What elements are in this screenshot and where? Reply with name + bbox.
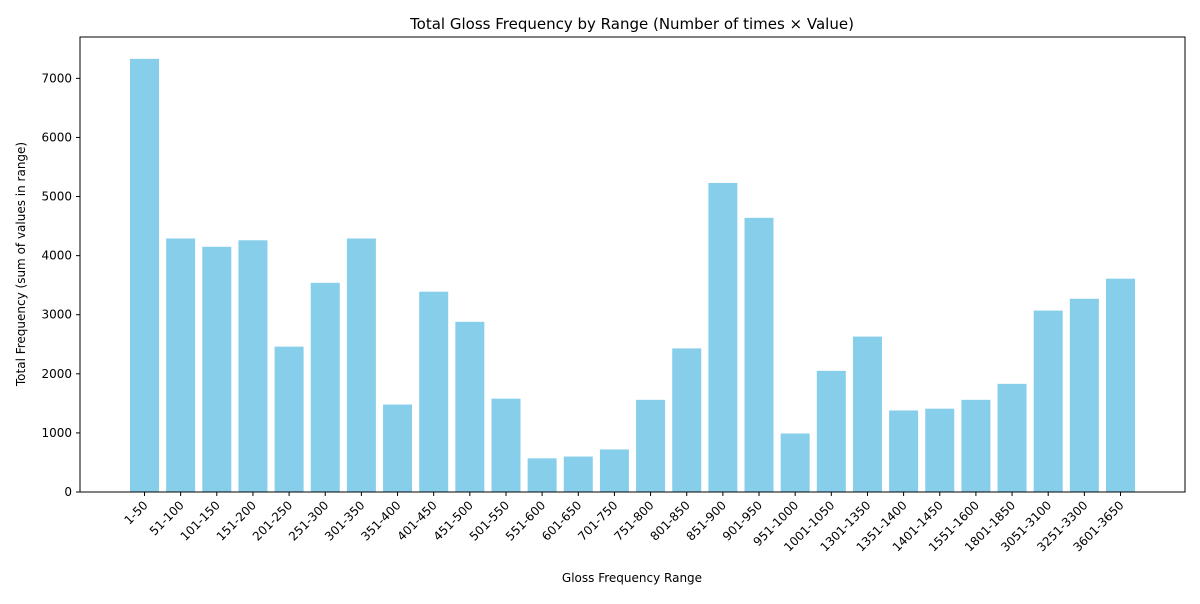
x-tick-label: 1-50 xyxy=(121,498,150,527)
bar-351-400 xyxy=(383,404,413,492)
bar-851-900 xyxy=(708,182,738,493)
chart-title: Total Gloss Frequency by Range (Number o… xyxy=(409,15,854,33)
y-tick-label: 5000 xyxy=(41,190,72,204)
x-axis: 1-5051-100101-150151-200201-250251-30030… xyxy=(121,492,1127,554)
bar-451-500 xyxy=(455,321,485,492)
y-tick-label: 1000 xyxy=(41,426,72,440)
bar-1551-1600 xyxy=(961,399,991,492)
plot-frame xyxy=(79,36,1186,493)
bar-751-800 xyxy=(636,399,666,492)
y-axis-label: Total Frequency (sum of values in range) xyxy=(14,142,28,387)
bar-51-100 xyxy=(166,238,196,492)
bar-1001-1050 xyxy=(816,370,846,492)
bar-601-650 xyxy=(563,456,593,492)
bar-1-50 xyxy=(130,58,159,492)
bar-1401-1450 xyxy=(925,408,955,492)
bar-3051-3100 xyxy=(1033,310,1063,492)
y-tick-label: 6000 xyxy=(41,130,72,144)
y-tick-label: 2000 xyxy=(41,367,72,381)
bar-301-350 xyxy=(346,238,376,492)
bar-101-150 xyxy=(202,246,232,492)
x-axis-label: Gloss Frequency Range xyxy=(562,571,702,585)
bar-501-550 xyxy=(491,398,521,492)
y-tick-label: 4000 xyxy=(41,249,72,263)
bar-251-300 xyxy=(310,282,340,492)
bar-401-450 xyxy=(419,291,449,492)
bar-151-200 xyxy=(238,240,268,492)
y-tick-label: 7000 xyxy=(41,71,72,85)
bar-3601-3650 xyxy=(1106,278,1135,492)
bar-3251-3300 xyxy=(1069,298,1099,492)
y-tick-label: 3000 xyxy=(41,308,72,322)
bar-901-950 xyxy=(744,217,774,492)
bar-701-750 xyxy=(599,449,629,492)
bar-201-250 xyxy=(274,346,304,492)
bars-group xyxy=(130,58,1135,493)
bar-801-850 xyxy=(672,348,702,492)
y-axis: 0 1000 2000 3000 4000 5000 6000 7000 xyxy=(41,71,80,499)
bar-1801-1850 xyxy=(997,383,1027,492)
bar-1351-1400 xyxy=(889,410,919,492)
bar-551-600 xyxy=(527,458,557,492)
bar-1301-1350 xyxy=(852,336,882,492)
bar-951-1000 xyxy=(780,433,810,492)
y-tick-label: 0 xyxy=(64,485,72,499)
